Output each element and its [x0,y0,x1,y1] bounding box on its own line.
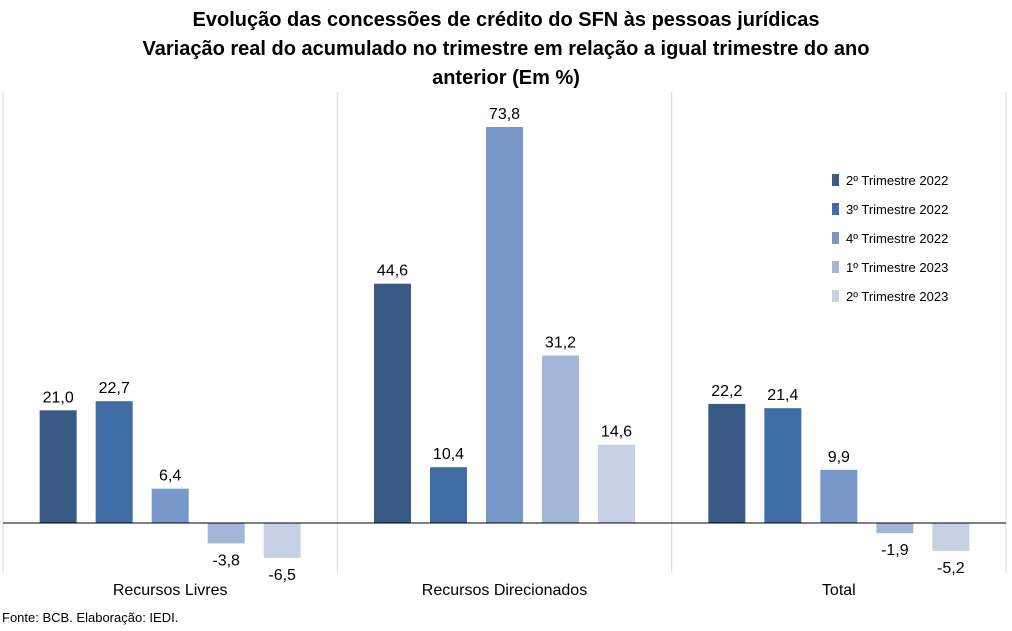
category-label: Total [822,582,856,599]
legend-label: 3º Trimestre 2022 [846,202,948,217]
data-label: 22,7 [99,380,130,397]
data-label: 73,8 [489,106,520,123]
bar [820,469,858,523]
bar [932,523,970,551]
data-label: 9,9 [828,449,850,466]
bar [542,355,579,523]
data-label: 44,6 [377,263,408,280]
data-label: 10,4 [433,446,464,463]
chart-title-line-1: Evolução das concessões de crédito do SF… [192,9,820,31]
data-label: -1,9 [881,542,909,559]
legend-swatch [832,290,839,302]
legend-swatch [832,232,839,244]
data-label: 21,0 [43,389,74,406]
data-label: -3,8 [212,552,240,569]
bar [151,488,189,523]
bar [263,523,301,558]
data-label: 31,2 [545,335,576,352]
bar [430,467,467,523]
bar [486,127,523,523]
data-label: 21,4 [767,387,798,404]
data-label: 6,4 [159,468,181,485]
legend-swatch [832,261,839,273]
bar [39,410,77,523]
chart-title-line-3: anterior (Em %) [432,67,580,89]
chart-title: Evolução das concessões de crédito do SF… [0,6,1012,93]
legend-label: 2º Trimestre 2022 [846,173,948,188]
bar [374,283,411,523]
data-label: -5,2 [937,560,965,577]
source-note: Fonte: BCB. Elaboração: IEDI. [2,610,179,625]
bar [598,444,635,523]
data-label: 14,6 [601,424,632,441]
bar [207,523,245,544]
data-label: -6,5 [268,567,296,584]
category-label: Recursos Direcionados [422,582,587,599]
legend-swatch [832,203,839,215]
legend-label: 1º Trimestre 2023 [846,260,948,275]
legend-label: 4º Trimestre 2022 [846,231,948,246]
legend-label: 2º Trimestre 2023 [846,289,948,304]
bar [876,523,914,534]
legend-swatch [832,174,839,186]
category-label: Recursos Livres [113,582,228,599]
bar [764,408,802,523]
bar [95,401,133,523]
bar [708,403,746,523]
chart-title-line-2: Variação real do acumulado no trimestre … [142,38,870,60]
data-label: 22,2 [711,383,742,400]
